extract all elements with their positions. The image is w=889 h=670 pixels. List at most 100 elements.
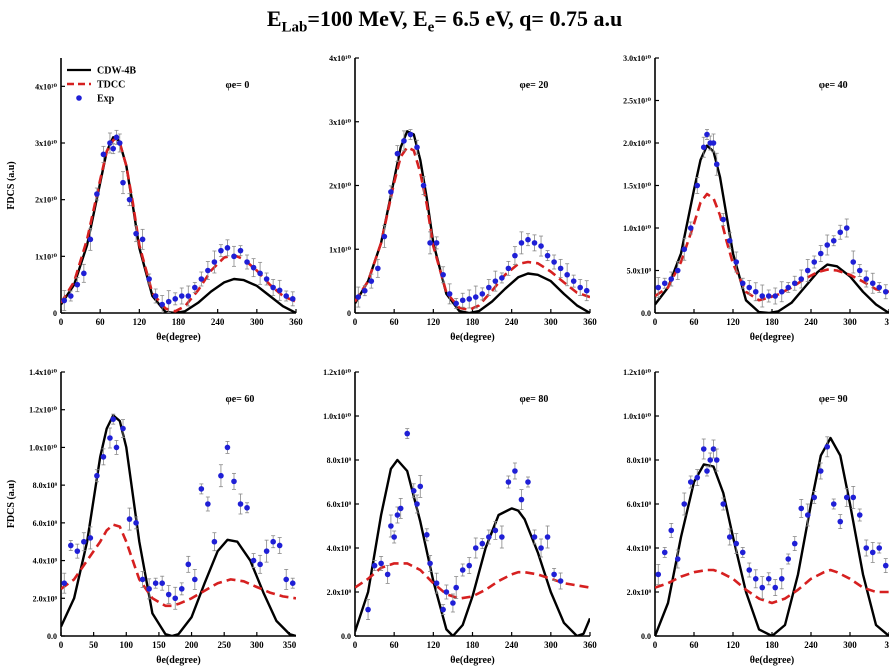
exp-point [668, 527, 675, 534]
y-tick-label: 3.0x10¹⁰ [623, 54, 651, 63]
x-axis-label: θe(degree) [156, 655, 200, 666]
chart-panel-f: 0 60 120 180 240 300 36 0.0 2.0x10⁹ 4.0x10⁹ 6.0x10… [623, 368, 889, 666]
exp-point [765, 293, 772, 299]
y-axis-label: FDCS (a.u) [6, 161, 17, 209]
x-tick-label: 60 [96, 317, 106, 327]
exp-point [791, 280, 798, 287]
y-tick-label: 0 [347, 309, 351, 318]
cdw-4b-curve [61, 414, 296, 636]
x-tick-label: 240 [211, 317, 225, 327]
y-tick-label: 2.0x10⁹ [327, 588, 352, 597]
exp-point [276, 287, 283, 294]
y-tick-label: 0.0 [641, 632, 651, 641]
x-tick-label: 0 [353, 640, 358, 650]
exp-point [710, 446, 717, 452]
exp-point [74, 281, 81, 288]
exp-point [746, 567, 753, 573]
y-tick-label: 1.5x10¹⁰ [623, 182, 651, 191]
exp-point [198, 276, 205, 282]
exp-point [110, 145, 117, 152]
y-tick-label: 2x10¹⁰ [329, 182, 351, 191]
exp-point [244, 259, 250, 265]
exp-point [120, 179, 126, 186]
exp-point [720, 216, 727, 223]
exp-point [365, 606, 371, 613]
exp-point [178, 586, 185, 592]
y-tick-label: 0.0 [641, 309, 651, 318]
exp-point [185, 293, 192, 299]
x-tick-label: 0 [59, 317, 64, 327]
legend-swatch-exp [76, 95, 82, 101]
exp-point [427, 560, 433, 567]
y-tick-label: 2.0x10¹⁰ [623, 139, 651, 148]
y-tick-label: 1.2x10¹⁰ [29, 406, 57, 415]
chart-panel-c: 0 60 120 180 240 300 36 0.0 5.0x10⁹ 1.0x10¹⁰ 1.5x1… [623, 54, 889, 343]
exp-point [289, 296, 296, 302]
exp-point [172, 296, 179, 302]
exp-point [499, 275, 505, 281]
exp-point [720, 501, 727, 507]
exp-point [551, 259, 557, 265]
exp-point [577, 284, 584, 291]
exp-point [165, 298, 172, 305]
exp-point [401, 138, 407, 144]
exp-point [492, 527, 499, 534]
plot-area [655, 436, 889, 636]
plot-area [355, 428, 590, 636]
legend-label: CDW-4B [97, 66, 136, 77]
exp-point [453, 300, 459, 307]
exp-point [420, 182, 427, 189]
exp-point [414, 144, 420, 151]
exp-point [205, 501, 211, 507]
exp-point [850, 494, 857, 501]
exp-point [837, 229, 844, 236]
exp-point [394, 150, 401, 157]
exp-point [427, 240, 433, 246]
y-tick-label: 1.2x10¹⁰ [623, 368, 651, 377]
x-tick-label: 300 [250, 317, 264, 327]
panel-phi-label: φe= 60 [226, 394, 255, 405]
x-tick-label: 0 [653, 317, 658, 327]
x-tick-label: 120 [726, 640, 740, 650]
exp-point [257, 561, 263, 568]
exp-point [192, 284, 198, 291]
exp-point [120, 425, 126, 432]
tdcc-curve [355, 146, 590, 312]
y-tick-label: 5.0x10⁹ [627, 267, 652, 276]
x-axis-label: θe(degree) [750, 655, 794, 666]
exp-point [525, 236, 531, 243]
exp-point [811, 259, 818, 265]
exp-point [133, 230, 139, 237]
exp-point [551, 571, 557, 578]
exp-point [830, 501, 837, 507]
exp-point [446, 291, 453, 297]
exp-point [67, 542, 74, 549]
exp-point [479, 540, 486, 547]
exp-point [110, 416, 117, 422]
exp-point [283, 576, 290, 583]
plot-area [355, 129, 590, 313]
exp-point [443, 589, 450, 595]
exp-point [531, 240, 538, 246]
exp-point [704, 131, 710, 138]
chart-panel-e: 0 60 120 180 240 300 360 0.0 2.0x10⁹ 4.0x10⁹ 6.0x1… [323, 368, 597, 666]
y-tick-label: 8.0x10⁹ [627, 456, 652, 465]
exp-point [263, 276, 270, 282]
y-tick-label: 3x10¹⁰ [329, 118, 351, 127]
x-tick-label: 180 [466, 317, 480, 327]
exp-point [564, 271, 570, 278]
x-tick-label: 60 [390, 640, 400, 650]
exp-point [733, 540, 740, 547]
exp-point [172, 595, 179, 602]
exp-point [544, 252, 551, 259]
tdcc-curve [655, 568, 889, 605]
exp-point [433, 240, 440, 246]
exp-point [837, 518, 844, 525]
exp-point [817, 250, 824, 257]
y-axis-label: FDCS (a.u) [6, 480, 17, 528]
figure-title: ELab=100 MeV, Ee= 6.5 eV, q= 0.75 a.u [266, 6, 623, 36]
exp-point [378, 560, 384, 567]
exp-point [804, 512, 811, 518]
x-tick-label: 300 [843, 640, 857, 650]
exp-point [178, 293, 185, 299]
